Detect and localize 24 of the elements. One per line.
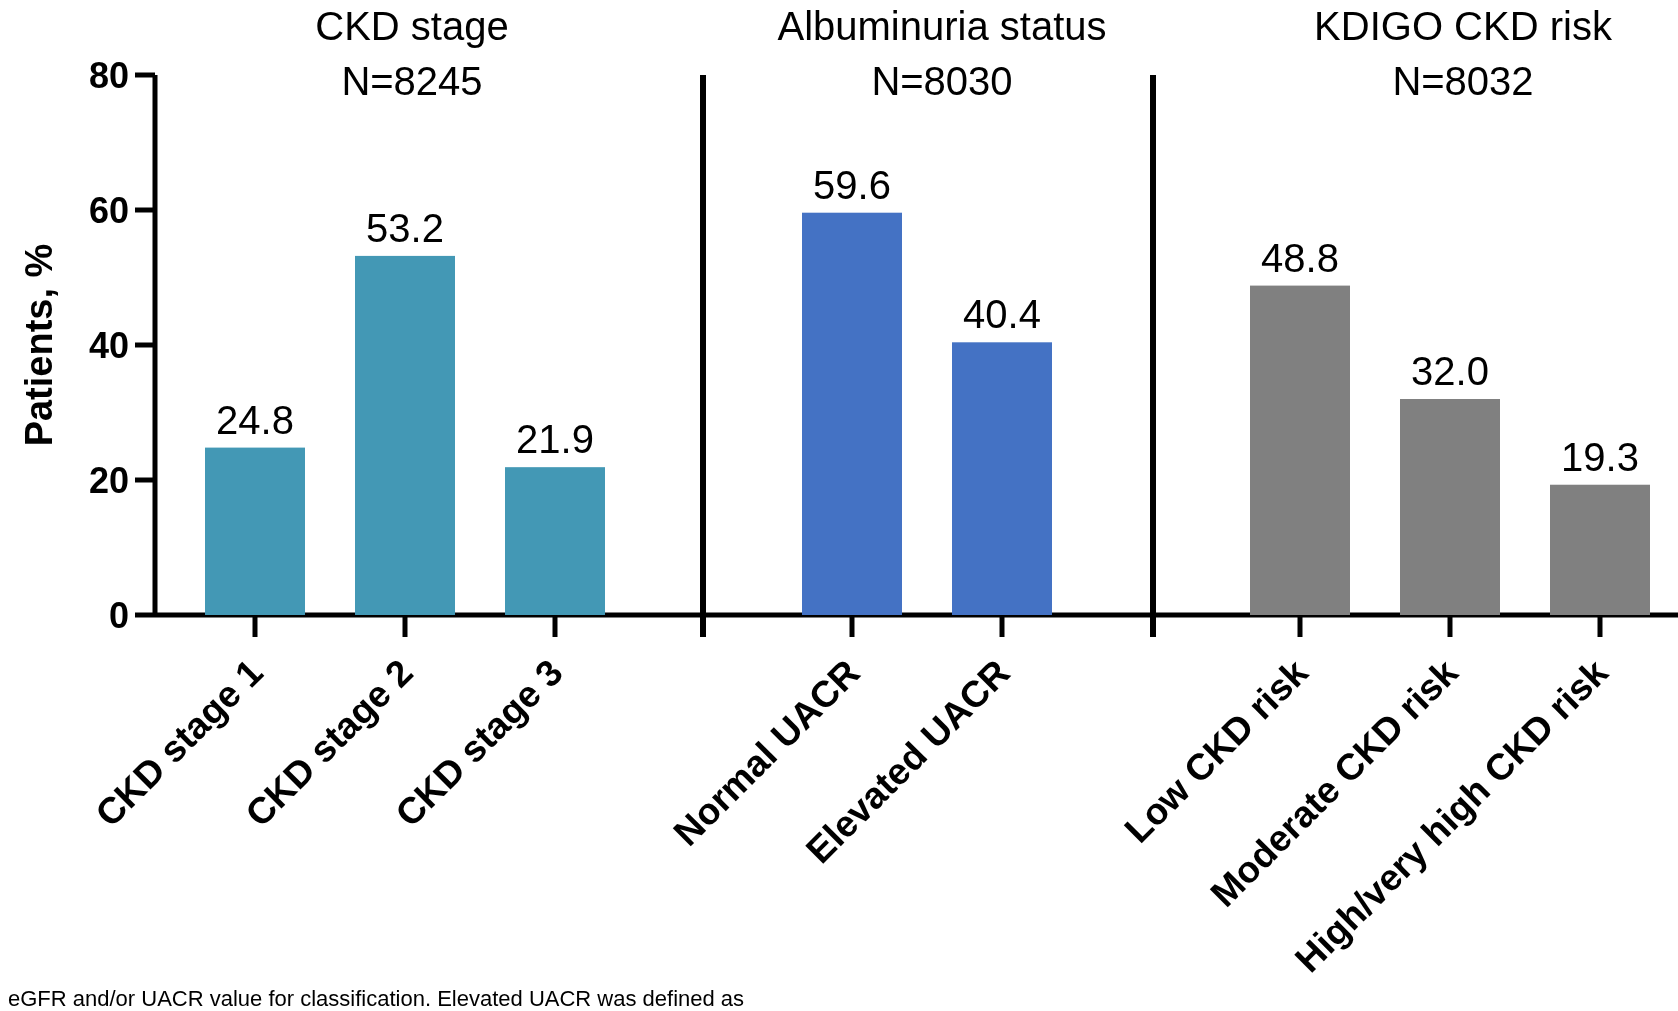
chart-title: CKD stage [315, 4, 509, 48]
data-label: 40.4 [963, 292, 1041, 337]
chart-title: KDIGO CKD risk [1314, 4, 1613, 48]
data-label: 59.6 [813, 162, 891, 207]
chart-title: Albuminuria status [777, 4, 1107, 48]
data-label: 24.8 [216, 397, 294, 442]
text: eGFR and/or UACR value for classification. Elevated UACR was defined as [8, 986, 745, 1011]
data-label: 48.8 [1261, 235, 1339, 280]
data-label: 19.3 [1561, 434, 1639, 479]
bar [355, 255, 455, 615]
y-tick-label: 0 [108, 594, 129, 636]
data-label: 53.2 [366, 205, 444, 250]
y-tick-label: 80 [88, 54, 129, 96]
bar [205, 447, 305, 615]
y-axis-title: Patients, % [18, 243, 60, 447]
data-label: 32.0 [1411, 349, 1489, 393]
y-tick-label: 20 [88, 459, 129, 501]
data-label: 21.9 [516, 417, 594, 462]
bar [505, 467, 605, 615]
y-tick-label: 40 [88, 324, 129, 366]
chart-subtitle: N=8032 [1392, 59, 1534, 103]
y-tick-label: 60 [88, 189, 129, 231]
chart-subtitle: N=8030 [871, 59, 1013, 103]
chart-subtitle: N=8245 [341, 59, 483, 103]
